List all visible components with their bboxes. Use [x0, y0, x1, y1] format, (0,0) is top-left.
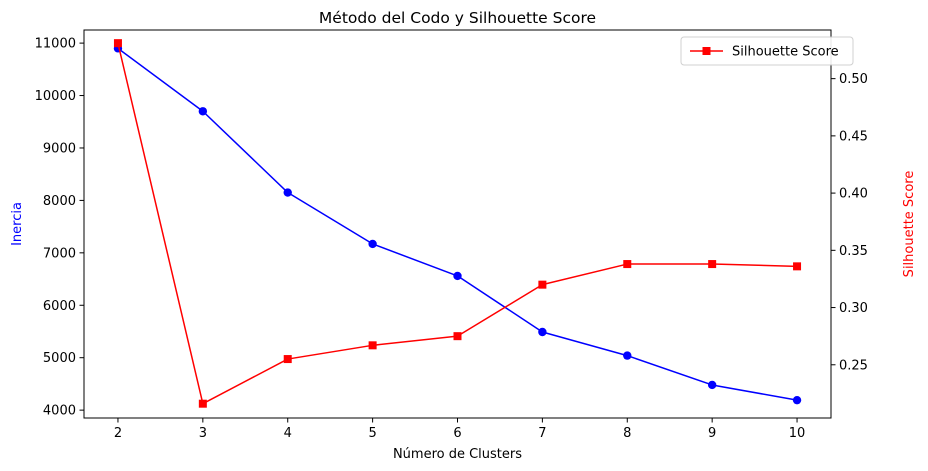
x-tick-label: 2: [114, 426, 122, 441]
y-right-tick-label: 0.45: [839, 129, 868, 144]
series-1-point: [113, 39, 122, 48]
series-1-point: [623, 260, 632, 269]
y-left-tick-label: 4000: [43, 404, 76, 419]
series-0-point: [283, 188, 292, 197]
series-1-point: [368, 341, 377, 350]
series-1-point: [538, 280, 547, 289]
y-left-tick-label: 9000: [43, 141, 76, 156]
series-0-point: [198, 107, 208, 116]
y-right-axis-label: Silhouette Score: [902, 171, 917, 278]
series-0-point: [792, 395, 802, 405]
series-1-point: [708, 260, 717, 269]
x-axis-ticks: 2 3 4 5 6 7 8 9 10: [114, 418, 806, 441]
x-tick-label: 3: [199, 426, 207, 441]
series-1-point: [198, 399, 207, 408]
x-tick-label: 6: [453, 426, 461, 441]
series-0-point: [453, 271, 462, 281]
y-right-axis-ticks: 0.25 0.30 0.35 0.40 0.45 0.50: [831, 72, 868, 373]
x-tick-label: 8: [623, 426, 631, 441]
series-1-point: [793, 262, 802, 271]
y-right-tick-label: 0.30: [839, 301, 868, 316]
x-tick-label: 9: [708, 426, 716, 441]
y-right-tick-label: 0.25: [839, 358, 868, 373]
y-left-tick-label: 5000: [43, 351, 76, 366]
x-tick-label: 7: [538, 426, 546, 441]
series-0-point: [538, 327, 547, 337]
y-right-tick-label: 0.40: [839, 187, 868, 202]
series-0-point: [707, 380, 717, 390]
x-tick-label: 4: [284, 426, 292, 441]
y-left-axis-ticks: 4000 5000 6000 7000 8000 9000 10000 11000: [35, 37, 84, 419]
series-1-point: [283, 355, 292, 364]
y-right-tick-label: 0.50: [839, 72, 868, 87]
y-left-tick-label: 10000: [35, 89, 76, 104]
y-left-tick-label: 8000: [43, 194, 76, 209]
y-left-tick-label: 11000: [35, 37, 76, 52]
y-left-tick-label: 6000: [43, 299, 76, 314]
x-tick-label: 5: [368, 426, 376, 441]
legend: Silhouette Score: [680, 36, 854, 66]
y-left-axis-label: Inercia: [10, 202, 25, 246]
series-1-point: [453, 332, 462, 341]
x-axis-label: Número de Clusters: [393, 447, 522, 462]
x-tick-label: 10: [789, 426, 806, 441]
chart-title: Método del Codo y Silhouette Score: [319, 9, 596, 27]
y-left-tick-label: 7000: [43, 246, 76, 261]
y-right-tick-label: 0.35: [839, 244, 868, 259]
series-0-point: [623, 351, 632, 360]
legend-label: Silhouette Score: [732, 45, 839, 60]
series-0-point: [368, 239, 377, 249]
legend-box: [680, 36, 854, 66]
legend-marker-swatch: [702, 47, 711, 55]
series-layer: [113, 39, 802, 408]
